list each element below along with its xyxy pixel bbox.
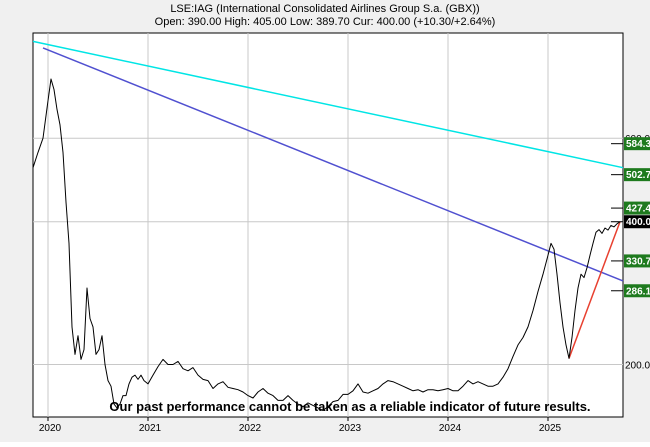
trend-lines [32, 40, 624, 359]
trend-line [568, 221, 621, 359]
x-tick-label: 2021 [139, 423, 162, 434]
trend-line [42, 47, 624, 282]
price-series [32, 78, 621, 411]
x-tick-label: 2022 [239, 423, 262, 434]
plot-area [32, 32, 624, 418]
grid-lines [33, 33, 623, 417]
x-tick-label: 2024 [439, 423, 462, 434]
price-tag-label: 286.1 [626, 286, 650, 297]
chart-subtitle: Open: 390.00 High: 405.00 Low: 389.70 Cu… [155, 16, 496, 28]
x-tick-label: 2023 [339, 423, 362, 434]
price-tag-box [624, 201, 650, 215]
price-tag-label: 584.3 [626, 139, 650, 150]
y-tick-label: 200.0 [625, 360, 650, 371]
x-tick-label: 2025 [539, 423, 562, 434]
price-tag-label: 427.4 [626, 204, 650, 215]
disclaimer-text: Our past performance cannot be taken as … [109, 399, 590, 414]
price-tag-box [624, 254, 650, 268]
price-tag-box [624, 215, 650, 229]
price-tag-box [624, 284, 650, 298]
price-tag-label: 502.7 [626, 170, 650, 181]
price-tag-label: 330.7 [626, 256, 650, 267]
price-level-tags: 584.3 502.7 427.4 400.0 330.7 286.1 [611, 137, 650, 298]
x-axis-ticks: 2020 2021 2022 2023 2024 2025 [39, 417, 562, 434]
chart-title: LSE:IAG (International Consolidated Airl… [170, 3, 479, 15]
trend-line [32, 40, 624, 169]
price-tag-label: 400.0 [626, 217, 650, 228]
price-tag-box [624, 137, 650, 151]
price-line [32, 78, 621, 411]
x-tick-label: 2020 [39, 423, 62, 434]
price-tag-box [624, 168, 650, 182]
